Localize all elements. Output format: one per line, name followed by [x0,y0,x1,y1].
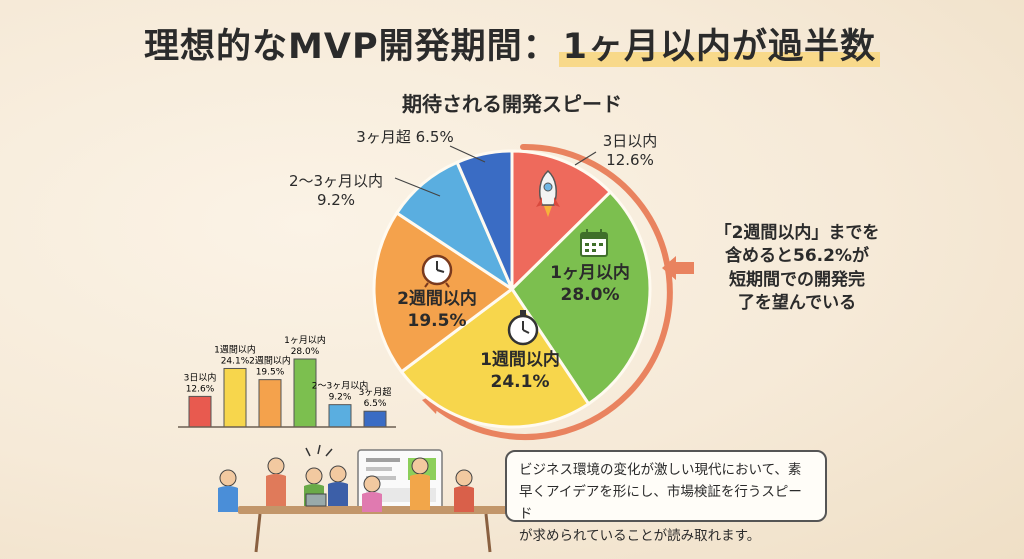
team-illustration [218,444,508,553]
pie-leader-line-1 [574,151,597,166]
bubble-line-1: ビジネス環境の変化が激しい現代において、素 [519,462,802,478]
pie-label-value-3: 24.1% [491,372,550,392]
note-line-1: 「2週間以内」までを [714,223,880,243]
pie-leader-line-2 [394,177,441,197]
mini-bar-category-2: 1週間以内 [214,343,256,355]
pie-slice-2 [510,189,652,406]
note-arrow [662,256,694,280]
pie-label-category-1: 3日以内 [603,132,658,150]
mini-bar-category-1: 3日以内 [184,371,217,383]
mini-bar-3 [258,379,282,428]
note-line-3: 短期間での開発完 [729,269,865,290]
mini-bar-category-5: 2〜3ヶ月以内 [312,380,368,392]
pie-label-category-4: 2週間以内 [397,288,477,309]
pie-slice-5 [394,160,516,294]
pie-label-value-2: 28.0% [561,285,620,305]
page-title: 理想的なMVP開発期間： 1ヶ月以内が過半数 [0,18,1024,69]
bubble-line-3: が求められていることが読み取れます。 [519,527,761,544]
bubble-line-2: 早くアイデアを形にし、市場検証を行うスピード [519,483,802,522]
pie-label-category-3: 1週間以内 [480,349,560,370]
mini-bar-6 [363,410,387,428]
mini-bar-5 [328,404,352,428]
pie-slice-1 [510,149,613,293]
title-main: 理想的なMVP開発期間： [144,27,559,67]
mini-bar-value-6: 6.5% [364,399,387,409]
stopwatch-icon [507,310,539,346]
mini-bar-1 [188,395,212,428]
mini-bar-value-5: 9.2% [329,393,352,403]
rocket-icon [536,169,560,217]
mini-bar-category-4: 1ヶ月以内 [284,334,326,346]
note-line-4: 了を望んでいる [737,293,857,314]
pie-label-value-4: 19.5% [408,311,467,331]
insight-note: 「2週間以内」までを 含めると56.2%が 短期間での開発完 了を望んでいる [692,222,902,316]
mini-bar-category-6: 3ヶ月超 [359,386,392,398]
calendar-icon [580,229,608,257]
mini-bar-value-3: 19.5% [256,368,285,378]
pie-slice-4 [372,210,515,374]
pie-label-value-5: 9.2% [317,191,355,209]
mini-bar-value-2: 24.1% [221,356,250,366]
pie-label-category-6: 3ヶ月超 6.5% [356,128,453,146]
mini-bar-value-1: 12.6% [186,384,215,394]
pie-slice-6 [455,149,514,290]
chart-title: 期待される開発スピード [402,92,622,116]
circular-arrow [431,143,673,440]
clock-icon [421,254,453,288]
mini-bar-2 [223,367,247,428]
pie-label-category-2: 1ヶ月以内 [550,262,630,283]
pie-label-value-1: 12.6% [606,151,654,169]
pie-label-category-5: 2〜3ヶ月以内 [289,172,383,190]
title-highlight: 1ヶ月以内が過半数 [558,27,880,67]
pie-chart [372,149,652,429]
mini-bar-4 [293,358,317,428]
note-line-2: 含めると56.2%が [725,246,869,267]
speech-bubble: ビジネス環境の変化が激しい現代において、素 早くアイデアを形にし、市場検証を行う… [505,450,827,544]
pie-leader-line-3 [449,145,486,163]
mini-bar-value-4: 28.0% [291,347,320,357]
pie-slice-3 [399,286,591,429]
pie-labels: 3日以内12.6%1ヶ月以内28.0%1週間以内24.1%2週間以内19.5%2… [289,128,657,392]
mini-bar-category-3: 2週間以内 [249,355,291,367]
